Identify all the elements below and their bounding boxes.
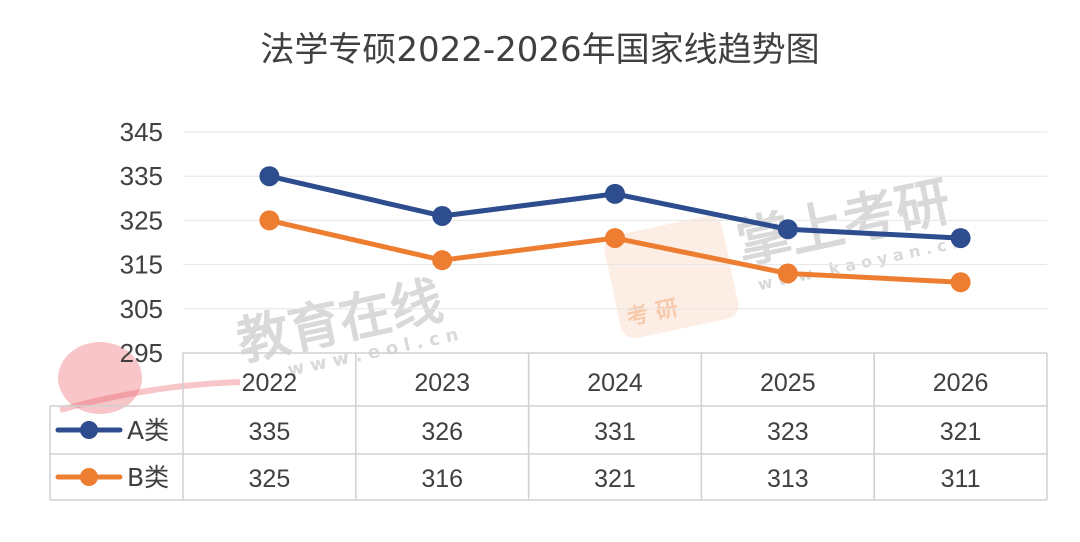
table-cell-value: 325 — [249, 465, 291, 493]
y-tick-label: 305 — [120, 294, 163, 324]
table-cell-value: 326 — [421, 418, 463, 446]
data-point — [950, 228, 971, 249]
table-cell-value: 323 — [767, 418, 809, 446]
x-category-label: 2025 — [760, 369, 816, 397]
eol-logo-icon — [58, 342, 142, 414]
y-tick-label: 335 — [120, 161, 163, 191]
x-category-label: 2022 — [242, 369, 298, 397]
data-point — [432, 205, 453, 226]
data-point — [777, 263, 798, 284]
data-point — [432, 250, 453, 271]
y-tick-label: 295 — [120, 338, 163, 368]
data-point — [950, 272, 971, 293]
x-category-label: 2026 — [933, 369, 989, 397]
legend-label: A类 — [127, 416, 169, 445]
data-point — [605, 183, 625, 204]
table-cell-value: 311 — [941, 465, 981, 493]
y-tick-label: 325 — [120, 205, 163, 235]
data-point — [259, 210, 280, 231]
y-tick-label: 345 — [120, 117, 163, 147]
table-cell-value: 316 — [421, 465, 463, 493]
legend-label: B类 — [127, 463, 169, 492]
y-tick-label: 315 — [120, 250, 163, 280]
kaoyan-badge-icon — [604, 215, 739, 339]
chart-title: 法学专硕2022-2026年国家线趋势图 — [260, 30, 820, 70]
legend-marker-0 — [80, 421, 98, 439]
eol-logo-swoosh-icon — [59, 379, 241, 413]
legend-marker-1 — [80, 468, 98, 486]
table-cell-value: 321 — [940, 418, 982, 446]
table-cell-value: 335 — [249, 418, 291, 446]
x-category-label: 2024 — [587, 369, 643, 397]
x-category-label: 2023 — [414, 369, 470, 397]
data-point — [777, 219, 798, 240]
data-point — [605, 228, 625, 249]
data-point — [259, 166, 280, 187]
table-cell-value: 331 — [594, 418, 636, 446]
table-cell-value: 321 — [594, 465, 636, 493]
table-cell-value: 313 — [767, 465, 809, 493]
